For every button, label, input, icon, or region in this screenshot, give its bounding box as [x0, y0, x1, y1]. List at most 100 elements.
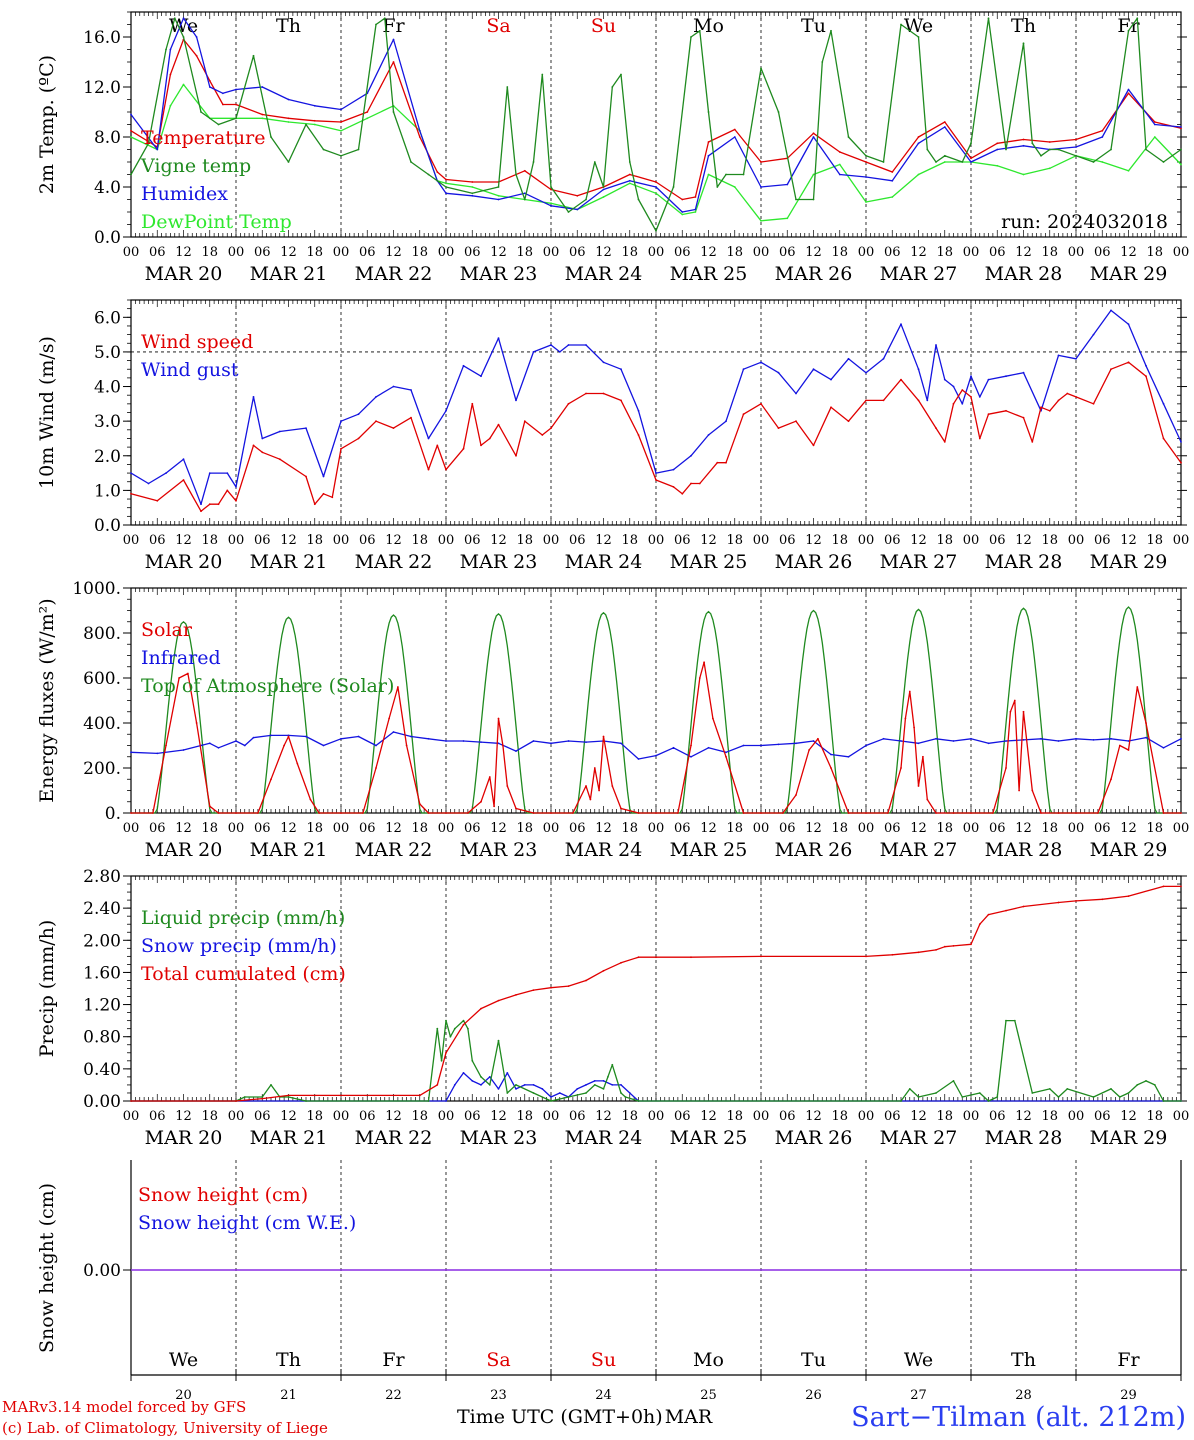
temperature-point [996, 142, 999, 145]
temperature-ytick-label: 4.0 [94, 178, 121, 198]
precip-point [235, 1100, 237, 1102]
precip-point [497, 999, 500, 1002]
precip-point [593, 1080, 596, 1082]
wind-point [1110, 368, 1112, 371]
temperature-point [585, 198, 587, 201]
wind-point [900, 378, 902, 381]
wind-point [261, 451, 264, 454]
temperature-point [313, 104, 316, 107]
temperature-point [130, 173, 132, 176]
wind-point [760, 402, 762, 405]
temperature-point [130, 136, 132, 138]
wind-point [480, 444, 482, 447]
snow-day-number: 29 [1120, 1388, 1137, 1403]
temperature-point [130, 129, 132, 132]
temperature-point [760, 186, 762, 188]
precip-date-label: MAR 22 [355, 1127, 433, 1149]
energy-point [418, 803, 421, 805]
precip-hour-label: 00 [543, 1109, 560, 1124]
energy-point [572, 812, 574, 814]
energy-hour-label: 12 [700, 821, 717, 836]
temperature-point [628, 173, 631, 176]
wind-point [130, 492, 132, 495]
temperature-hour-label: 12 [805, 245, 822, 260]
wind-point [410, 389, 412, 391]
precip-point [488, 1076, 491, 1078]
energy-frame [130, 587, 1182, 814]
temperature-point [838, 163, 841, 166]
precip-hour-label: 12 [805, 1109, 822, 1124]
precip-legend-0: Liquid precip (mm/h) [141, 907, 345, 929]
precip-point [567, 985, 570, 987]
wind-point [742, 413, 745, 416]
energy-hour-label: 00 [963, 821, 980, 836]
wind-hour-label: 00 [123, 533, 140, 548]
temperature-hour-label: 12 [1015, 245, 1032, 260]
temperature-date-label: MAR 20 [145, 263, 223, 285]
precip-point [1127, 1092, 1130, 1094]
wind-point [200, 510, 202, 513]
temperature-point [620, 73, 622, 76]
precip-hour-label: 18 [1041, 1109, 1058, 1124]
wind-date-label: MAR 22 [355, 551, 433, 573]
energy-point [1118, 744, 1121, 747]
temperature-point [445, 182, 447, 185]
precip-point [917, 951, 920, 954]
precip-point [935, 949, 937, 951]
energy-point [970, 812, 972, 814]
precip-ytick-label: 0.40 [83, 1060, 121, 1080]
wind-hour-label: 00 [1068, 533, 1085, 548]
energy-date-label: MAR 26 [775, 839, 853, 861]
temperature-hour-label-end: 00 [1173, 245, 1190, 260]
temperature-date-label: MAR 23 [460, 263, 538, 285]
energy-hour-label: 06 [1094, 821, 1111, 836]
temperature-hour-label: 18 [831, 245, 848, 260]
energy-point [882, 737, 885, 740]
energy-point [952, 812, 955, 814]
temperature-hour-label: 06 [464, 245, 481, 260]
wind-point [620, 368, 622, 371]
energy-point [217, 746, 220, 749]
wind-point [900, 323, 902, 326]
wind-point [865, 399, 867, 402]
wind-point [961, 402, 964, 405]
temperature-point [707, 141, 710, 143]
temperature-point [261, 117, 264, 120]
temperature-point [523, 198, 526, 201]
energy-point [1136, 686, 1139, 688]
wind-point [830, 378, 832, 381]
temperature-point [1075, 146, 1077, 148]
precip-hour-label: 00 [858, 1109, 875, 1124]
temperature-point [672, 186, 675, 188]
wind-point [795, 420, 797, 423]
temperature-point [173, 17, 176, 20]
precip-point [1057, 1096, 1060, 1098]
wind-legend-0: Wind speed [141, 331, 253, 353]
precip-point [515, 994, 517, 996]
energy-point [243, 744, 246, 747]
precip-point [585, 1084, 587, 1086]
precip-point [978, 1092, 981, 1094]
wind-point [917, 368, 920, 371]
temperature-hour-label: 06 [149, 245, 166, 260]
wind-point [208, 503, 211, 506]
temperature-point [698, 29, 701, 32]
precip-point [943, 945, 946, 948]
wind-point [725, 420, 727, 423]
energy-series-toa-day [971, 607, 1076, 814]
wind-hour-label: 18 [1041, 533, 1058, 548]
wind-hour-label: 00 [963, 533, 980, 548]
temperature-point [340, 108, 342, 111]
temperature-point [917, 173, 920, 176]
energy-point [777, 743, 780, 746]
precip-point [427, 1100, 430, 1102]
temperature-hour-label: 18 [1146, 245, 1163, 260]
precip-hour-label: 18 [516, 1109, 533, 1124]
precip-point [287, 1096, 290, 1098]
snow-day-number: 24 [595, 1388, 612, 1403]
temperature-point [1127, 29, 1130, 32]
wind-point [392, 385, 395, 388]
wind-hour-label: 18 [1146, 533, 1163, 548]
precip-point [611, 1063, 614, 1066]
energy-point [515, 750, 517, 752]
